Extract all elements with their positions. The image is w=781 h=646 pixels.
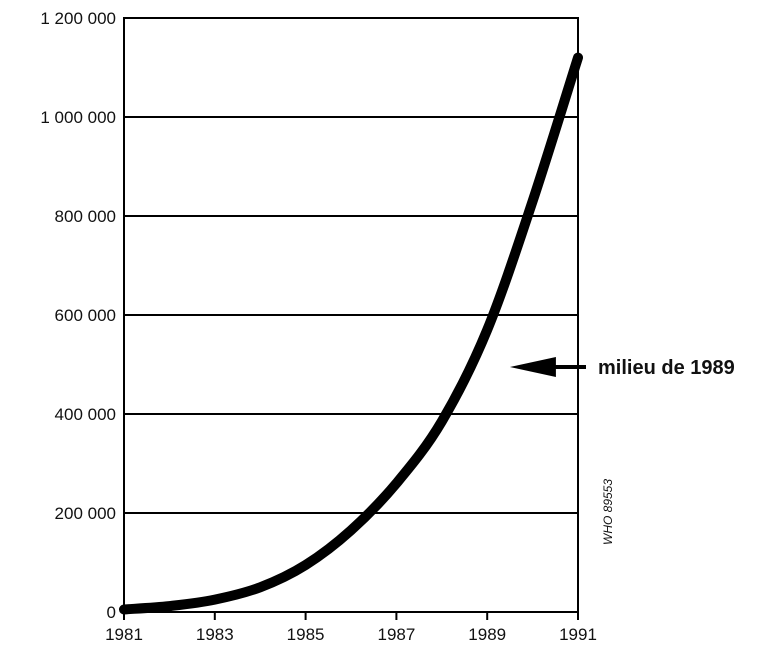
y-tick-label: 1 000 000 xyxy=(40,108,116,127)
x-tick-label: 1985 xyxy=(287,625,325,644)
y-tick-label: 200 000 xyxy=(55,504,116,523)
y-tick-label: 400 000 xyxy=(55,405,116,424)
data-point xyxy=(305,564,307,566)
data-point xyxy=(441,420,443,422)
x-tick-label: 1989 xyxy=(468,625,506,644)
watermark-text: WHO 89553 xyxy=(601,479,615,545)
y-tick-label: 800 000 xyxy=(55,207,116,226)
x-tick-label: 1981 xyxy=(105,625,143,644)
data-point xyxy=(168,605,170,607)
y-tick-label: 0 xyxy=(107,603,116,622)
plot-frame xyxy=(123,17,579,613)
x-tick-label: 1991 xyxy=(559,625,597,644)
data-point xyxy=(350,529,352,531)
y-tick-label: 1 200 000 xyxy=(40,9,116,28)
data-point xyxy=(486,329,488,331)
x-tick-label: 1987 xyxy=(377,625,415,644)
data-point xyxy=(395,482,397,484)
series-layer xyxy=(119,52,583,615)
y-tick-label: 600 000 xyxy=(55,306,116,325)
grid-lines xyxy=(124,116,578,514)
annotation-arrow-head xyxy=(509,356,556,377)
y-axis-tick-labels: 0 200 000 400 000 600 000 800 000 1 000 000 1 … xyxy=(40,9,116,622)
annotation-label: milieu de 1989 xyxy=(598,357,735,379)
series-line-0 xyxy=(119,52,583,615)
x-tick-label: 1983 xyxy=(196,625,234,644)
annotation: milieu de 1989 xyxy=(509,356,735,379)
data-point xyxy=(532,200,534,202)
data-point xyxy=(259,586,261,588)
x-axis-tick-labels: 1981 1983 1985 1987 1989 1991 xyxy=(105,612,597,644)
data-point xyxy=(214,599,216,601)
